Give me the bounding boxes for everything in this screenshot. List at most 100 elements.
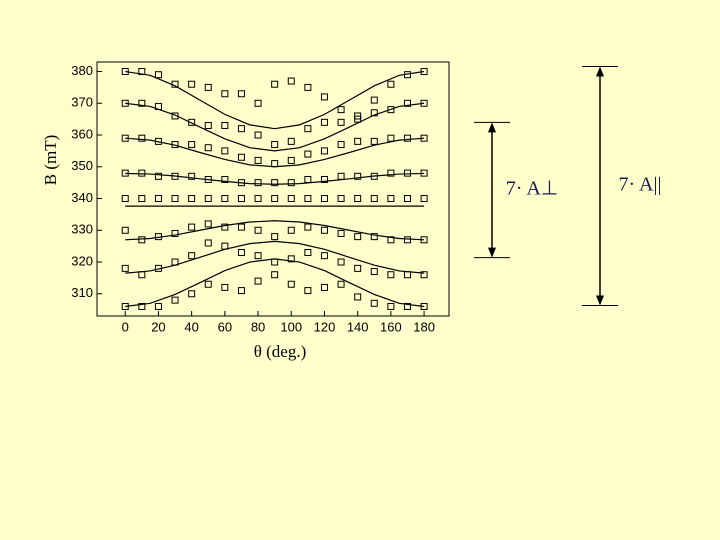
data-point bbox=[354, 264, 362, 272]
data-point bbox=[121, 226, 129, 234]
data-point bbox=[138, 68, 146, 76]
data-point bbox=[271, 258, 279, 266]
data-point bbox=[188, 223, 196, 231]
data-point bbox=[237, 125, 245, 133]
data-point bbox=[188, 80, 196, 88]
fit-line bbox=[125, 172, 425, 185]
data-point bbox=[138, 195, 146, 203]
data-point bbox=[188, 290, 196, 298]
y-tick-label: 330 bbox=[71, 222, 93, 237]
fit-line bbox=[125, 220, 425, 241]
data-point bbox=[337, 141, 345, 149]
data-point bbox=[188, 195, 196, 203]
data-point bbox=[304, 125, 312, 133]
data-point bbox=[138, 134, 146, 142]
x-tick-label: 0 bbox=[122, 319, 129, 334]
data-point bbox=[237, 287, 245, 295]
data-point bbox=[271, 80, 279, 88]
data-point bbox=[271, 233, 279, 241]
data-point bbox=[337, 195, 345, 203]
data-point bbox=[221, 122, 229, 129]
data-point bbox=[171, 229, 179, 237]
data-point bbox=[204, 175, 212, 183]
data-point bbox=[403, 302, 411, 310]
data-point bbox=[370, 195, 378, 203]
y-tick-label: 340 bbox=[71, 190, 93, 205]
data-point bbox=[287, 195, 295, 203]
data-point bbox=[420, 99, 428, 107]
data-point bbox=[304, 223, 312, 231]
data-point bbox=[354, 137, 362, 145]
data-point bbox=[370, 172, 378, 180]
annotation-label: 7· A|| bbox=[618, 174, 661, 196]
data-point bbox=[354, 233, 362, 241]
data-point bbox=[121, 302, 129, 310]
data-point bbox=[370, 137, 378, 145]
data-point bbox=[154, 195, 162, 203]
arrow-head bbox=[596, 295, 604, 306]
data-point bbox=[154, 172, 162, 180]
data-point bbox=[221, 195, 229, 203]
data-point bbox=[171, 258, 179, 266]
data-point bbox=[403, 169, 411, 177]
data-point bbox=[254, 131, 262, 139]
x-tick-label: 140 bbox=[347, 319, 369, 334]
data-point bbox=[370, 96, 378, 104]
data-point bbox=[188, 118, 196, 126]
data-point bbox=[287, 137, 295, 145]
data-point bbox=[237, 153, 245, 161]
data-point bbox=[237, 90, 245, 98]
data-point bbox=[121, 68, 129, 76]
y-tick-label: 320 bbox=[71, 253, 93, 268]
data-point bbox=[403, 99, 411, 107]
data-point bbox=[237, 179, 245, 187]
data-point bbox=[138, 236, 146, 244]
data-point bbox=[370, 109, 378, 117]
data-point bbox=[254, 226, 262, 234]
data-point bbox=[171, 112, 179, 120]
data-point bbox=[320, 175, 328, 183]
fit-line bbox=[125, 70, 425, 130]
data-point bbox=[304, 287, 312, 295]
data-point bbox=[387, 271, 395, 279]
y-tick-label: 380 bbox=[71, 63, 93, 78]
data-point bbox=[370, 299, 378, 307]
data-point bbox=[387, 80, 395, 88]
data-point bbox=[287, 280, 295, 288]
data-point bbox=[420, 195, 428, 203]
data-point bbox=[121, 195, 129, 203]
data-point bbox=[320, 252, 328, 260]
data-point bbox=[271, 195, 279, 203]
data-point bbox=[287, 255, 295, 263]
data-point bbox=[387, 134, 395, 142]
data-point bbox=[171, 80, 179, 88]
data-point bbox=[188, 141, 196, 149]
data-point bbox=[204, 220, 212, 228]
y-tick-label: 350 bbox=[71, 158, 93, 173]
data-point bbox=[254, 99, 262, 107]
data-point bbox=[420, 302, 428, 310]
data-point bbox=[403, 134, 411, 142]
data-point bbox=[171, 195, 179, 203]
x-tick-label: 20 bbox=[151, 319, 165, 334]
x-tick-label: 60 bbox=[218, 319, 232, 334]
data-point bbox=[370, 233, 378, 241]
fit-line bbox=[125, 102, 425, 152]
data-point bbox=[254, 179, 262, 187]
data-point bbox=[204, 83, 212, 91]
x-axis-title: θ (deg.) bbox=[254, 342, 307, 361]
data-point bbox=[204, 122, 212, 129]
x-tick-label: 80 bbox=[251, 319, 265, 334]
data-point bbox=[271, 179, 279, 187]
data-point bbox=[387, 302, 395, 310]
data-point bbox=[204, 195, 212, 203]
data-point bbox=[387, 195, 395, 203]
arrow-head bbox=[488, 122, 496, 133]
data-point bbox=[204, 280, 212, 288]
data-point bbox=[403, 236, 411, 244]
data-point bbox=[337, 258, 345, 266]
data-point bbox=[221, 223, 229, 231]
data-point bbox=[237, 195, 245, 203]
data-point bbox=[271, 271, 279, 279]
data-point bbox=[271, 141, 279, 149]
